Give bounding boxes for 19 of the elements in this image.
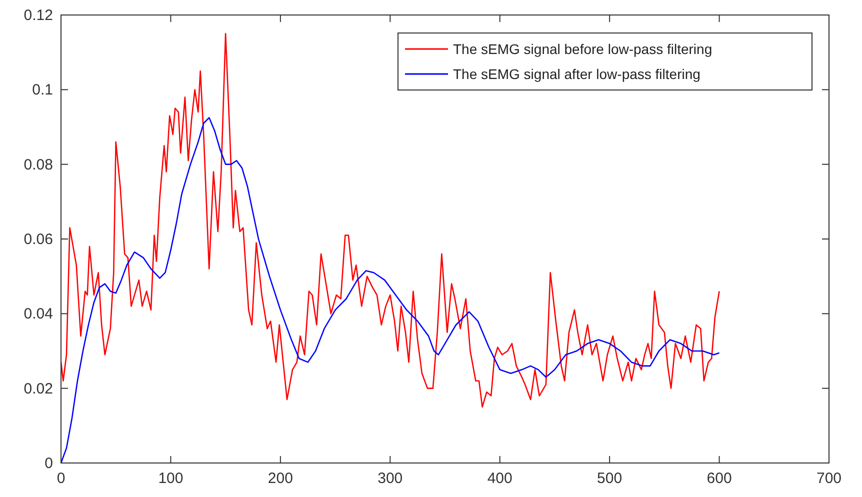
y-tick-label: 0.12 — [24, 7, 53, 24]
x-tick-label: 300 — [378, 470, 403, 487]
x-tick-label: 500 — [597, 470, 622, 487]
line-series — [60, 117, 720, 464]
legend-label: The sEMG signal before low-pass filtering — [453, 41, 712, 57]
y-tick-label: 0.02 — [24, 380, 53, 398]
x-tick-label: 100 — [158, 470, 184, 487]
x-tick-label: 0 — [56, 470, 66, 487]
y-tick-label: 0.1 — [32, 82, 53, 99]
line-series — [60, 33, 720, 408]
x-tick-label: 400 — [487, 470, 512, 487]
y-tick-label: 0.06 — [24, 231, 53, 248]
legend-label: The sEMG signal after low-pass filtering — [453, 66, 700, 82]
x-tick-label: 200 — [268, 470, 293, 487]
y-tick-label: 0 — [44, 455, 53, 472]
y-tick-label: 0.04 — [24, 306, 53, 323]
x-tick-label: 600 — [706, 470, 732, 487]
y-tick-label: 0.08 — [24, 156, 53, 174]
x-tick-label: 700 — [816, 470, 842, 487]
